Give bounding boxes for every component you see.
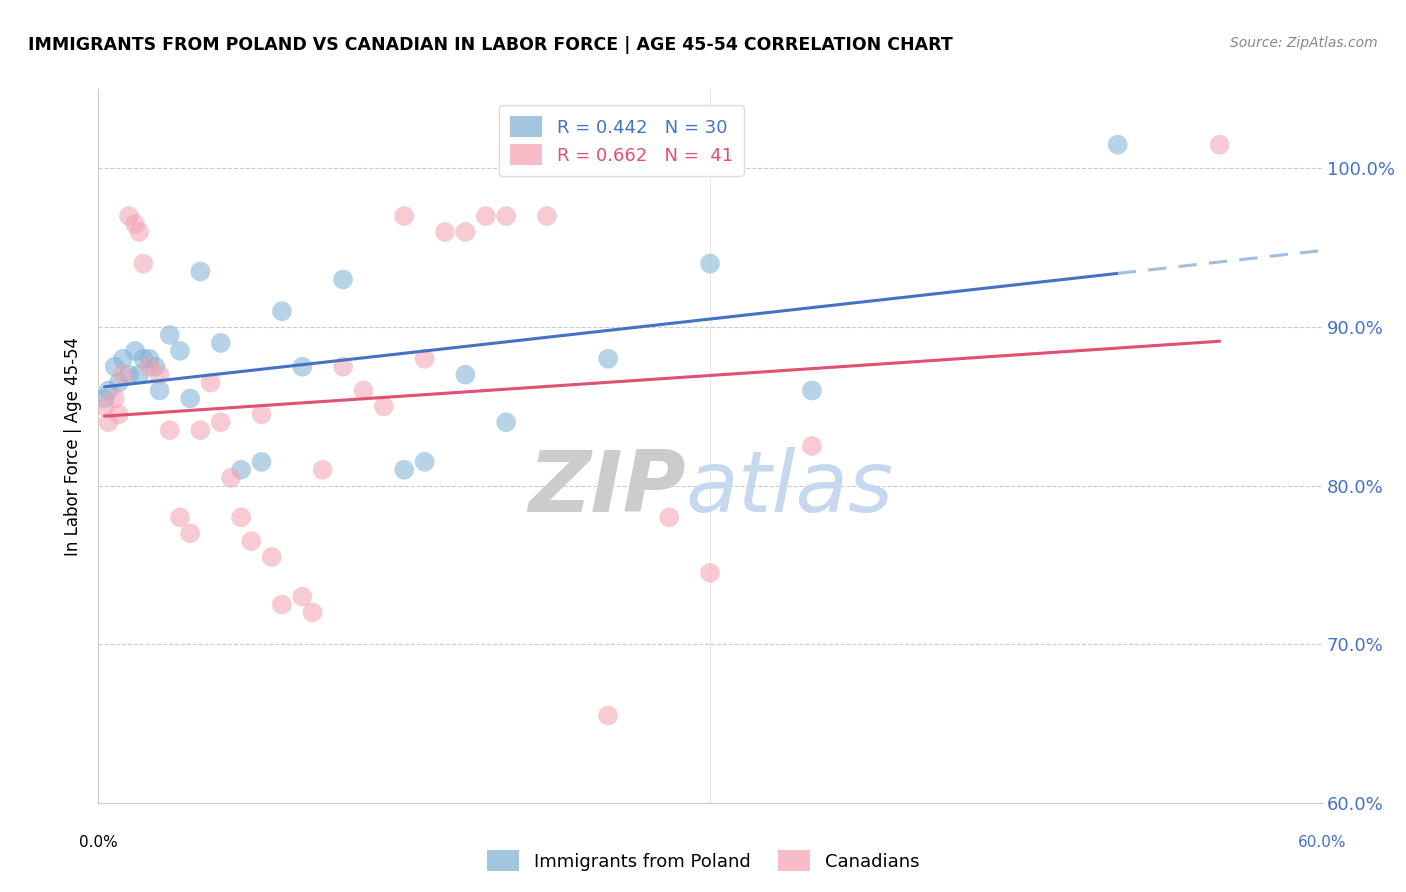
Point xyxy=(97,384,120,398)
Point xyxy=(169,343,191,358)
Point xyxy=(124,217,146,231)
Point xyxy=(209,335,232,350)
Point xyxy=(454,225,477,239)
Point xyxy=(240,534,263,549)
Point xyxy=(270,598,294,612)
Point xyxy=(209,415,232,429)
Point xyxy=(352,384,374,398)
Point xyxy=(801,384,824,398)
Point xyxy=(132,257,155,271)
Point xyxy=(219,471,242,485)
Point xyxy=(332,272,354,286)
Point xyxy=(231,510,253,524)
Point xyxy=(474,209,498,223)
Legend: R = 0.442   N = 30, R = 0.662   N =  41: R = 0.442 N = 30, R = 0.662 N = 41 xyxy=(499,105,744,176)
Point xyxy=(1208,137,1232,152)
Point xyxy=(93,400,115,414)
Point xyxy=(104,359,127,374)
Point xyxy=(495,415,517,429)
Point xyxy=(699,257,721,271)
Point xyxy=(291,590,314,604)
Point xyxy=(260,549,283,564)
Point xyxy=(179,526,201,541)
Legend: Immigrants from Poland, Canadians: Immigrants from Poland, Canadians xyxy=(479,843,927,879)
Text: 0.0%: 0.0% xyxy=(79,836,118,850)
Point xyxy=(188,423,212,437)
Point xyxy=(169,510,191,524)
Point xyxy=(111,351,134,366)
Point xyxy=(138,359,160,374)
Point xyxy=(392,209,416,223)
Point xyxy=(97,415,120,429)
Point xyxy=(149,368,172,382)
Text: IMMIGRANTS FROM POLAND VS CANADIAN IN LABOR FORCE | AGE 45-54 CORRELATION CHART: IMMIGRANTS FROM POLAND VS CANADIAN IN LA… xyxy=(28,36,953,54)
Point xyxy=(250,407,273,421)
Point xyxy=(291,359,314,374)
Point xyxy=(118,368,141,382)
Point xyxy=(454,368,477,382)
Text: ZIP: ZIP xyxy=(527,447,686,531)
Point xyxy=(93,392,115,406)
Point xyxy=(250,455,273,469)
Point xyxy=(413,351,436,366)
Point xyxy=(536,209,558,223)
Point xyxy=(312,463,335,477)
Point xyxy=(495,209,517,223)
Point xyxy=(699,566,721,580)
Point xyxy=(433,225,456,239)
Text: atlas: atlas xyxy=(686,447,894,531)
Y-axis label: In Labor Force | Age 45-54: In Labor Force | Age 45-54 xyxy=(65,336,83,556)
Text: 60.0%: 60.0% xyxy=(1298,836,1346,850)
Point xyxy=(159,328,181,343)
Point xyxy=(188,264,212,278)
Point xyxy=(596,351,619,366)
Text: Source: ZipAtlas.com: Source: ZipAtlas.com xyxy=(1230,36,1378,50)
Point xyxy=(128,368,150,382)
Point xyxy=(373,400,395,414)
Point xyxy=(301,606,323,620)
Point xyxy=(179,392,201,406)
Point xyxy=(118,209,141,223)
Point xyxy=(159,423,181,437)
Point xyxy=(392,463,416,477)
Point xyxy=(108,407,131,421)
Point xyxy=(596,708,619,723)
Point xyxy=(111,368,134,382)
Point xyxy=(332,359,354,374)
Point xyxy=(231,463,253,477)
Point xyxy=(149,384,172,398)
Point xyxy=(104,392,127,406)
Point xyxy=(413,455,436,469)
Point xyxy=(124,343,146,358)
Point xyxy=(200,376,222,390)
Point xyxy=(1107,137,1129,152)
Point xyxy=(801,439,824,453)
Point xyxy=(108,376,131,390)
Point xyxy=(658,510,681,524)
Point xyxy=(132,351,155,366)
Point xyxy=(128,225,150,239)
Point xyxy=(270,304,294,318)
Point xyxy=(145,359,167,374)
Point xyxy=(138,351,160,366)
